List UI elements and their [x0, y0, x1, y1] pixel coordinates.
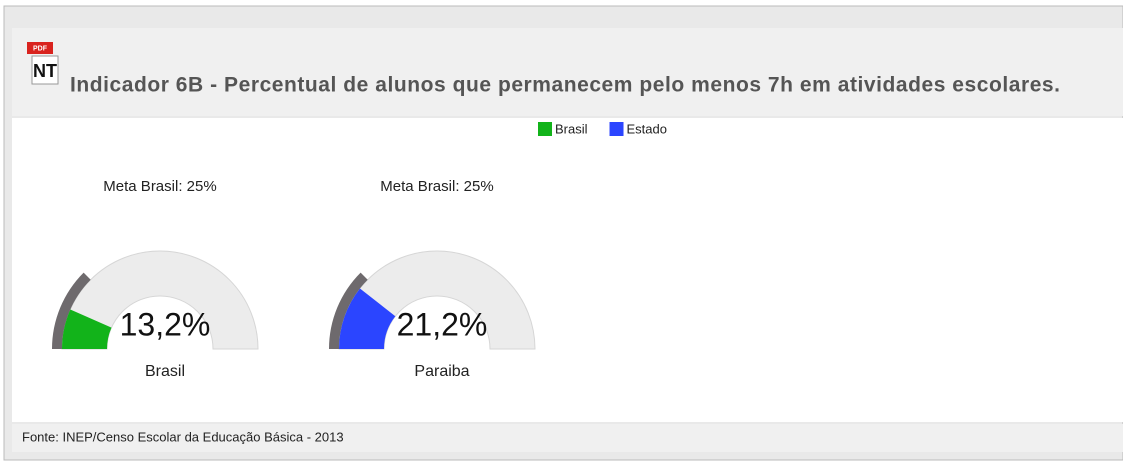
- gauge-name: Paraiba: [414, 363, 469, 380]
- gauge-target-label: Meta Brasil: 25%: [380, 178, 493, 195]
- gauge-target: [52, 272, 91, 349]
- gauge-value-label: 13,2%: [120, 306, 211, 342]
- legend-label: Brasil: [555, 121, 588, 136]
- footer-bar: [12, 424, 1123, 452]
- title: Indicador 6B - Percentual de alunos que …: [70, 74, 1060, 97]
- pdf-icon-text: PDF: [33, 45, 48, 52]
- header: [12, 28, 1123, 116]
- gauge-target-label: Meta Brasil: 25%: [103, 178, 216, 195]
- badge: NT: [33, 61, 57, 81]
- footer: Fonte: INEP/Censo Escolar da Educação Bá…: [22, 429, 344, 444]
- legend-swatch: [609, 122, 624, 136]
- gauge-value: [339, 288, 396, 349]
- badge-box: [31, 55, 59, 85]
- pdf-icon: [27, 42, 53, 54]
- gauge-background: [61, 250, 259, 350]
- legend-swatch: [538, 122, 552, 136]
- gauge-value-label: 21,2%: [397, 306, 488, 342]
- gauge-value: [62, 309, 112, 349]
- gauge-target: [329, 272, 368, 349]
- gauge-name: Brasil: [145, 363, 185, 380]
- legend-label: Estado: [627, 121, 667, 136]
